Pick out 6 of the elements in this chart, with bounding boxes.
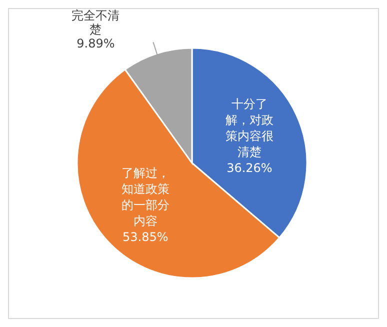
- data-label: 36.26%: [226, 160, 272, 175]
- slice-label: 十分了解，对政策内容很清楚: [225, 96, 274, 159]
- data-label: 53.85%: [122, 230, 168, 244]
- slice-label: 了解过，知道政策的一部分内容: [121, 166, 170, 228]
- data-label: 9.89%: [76, 36, 115, 51]
- slice-label: 完全不清楚: [72, 8, 120, 37]
